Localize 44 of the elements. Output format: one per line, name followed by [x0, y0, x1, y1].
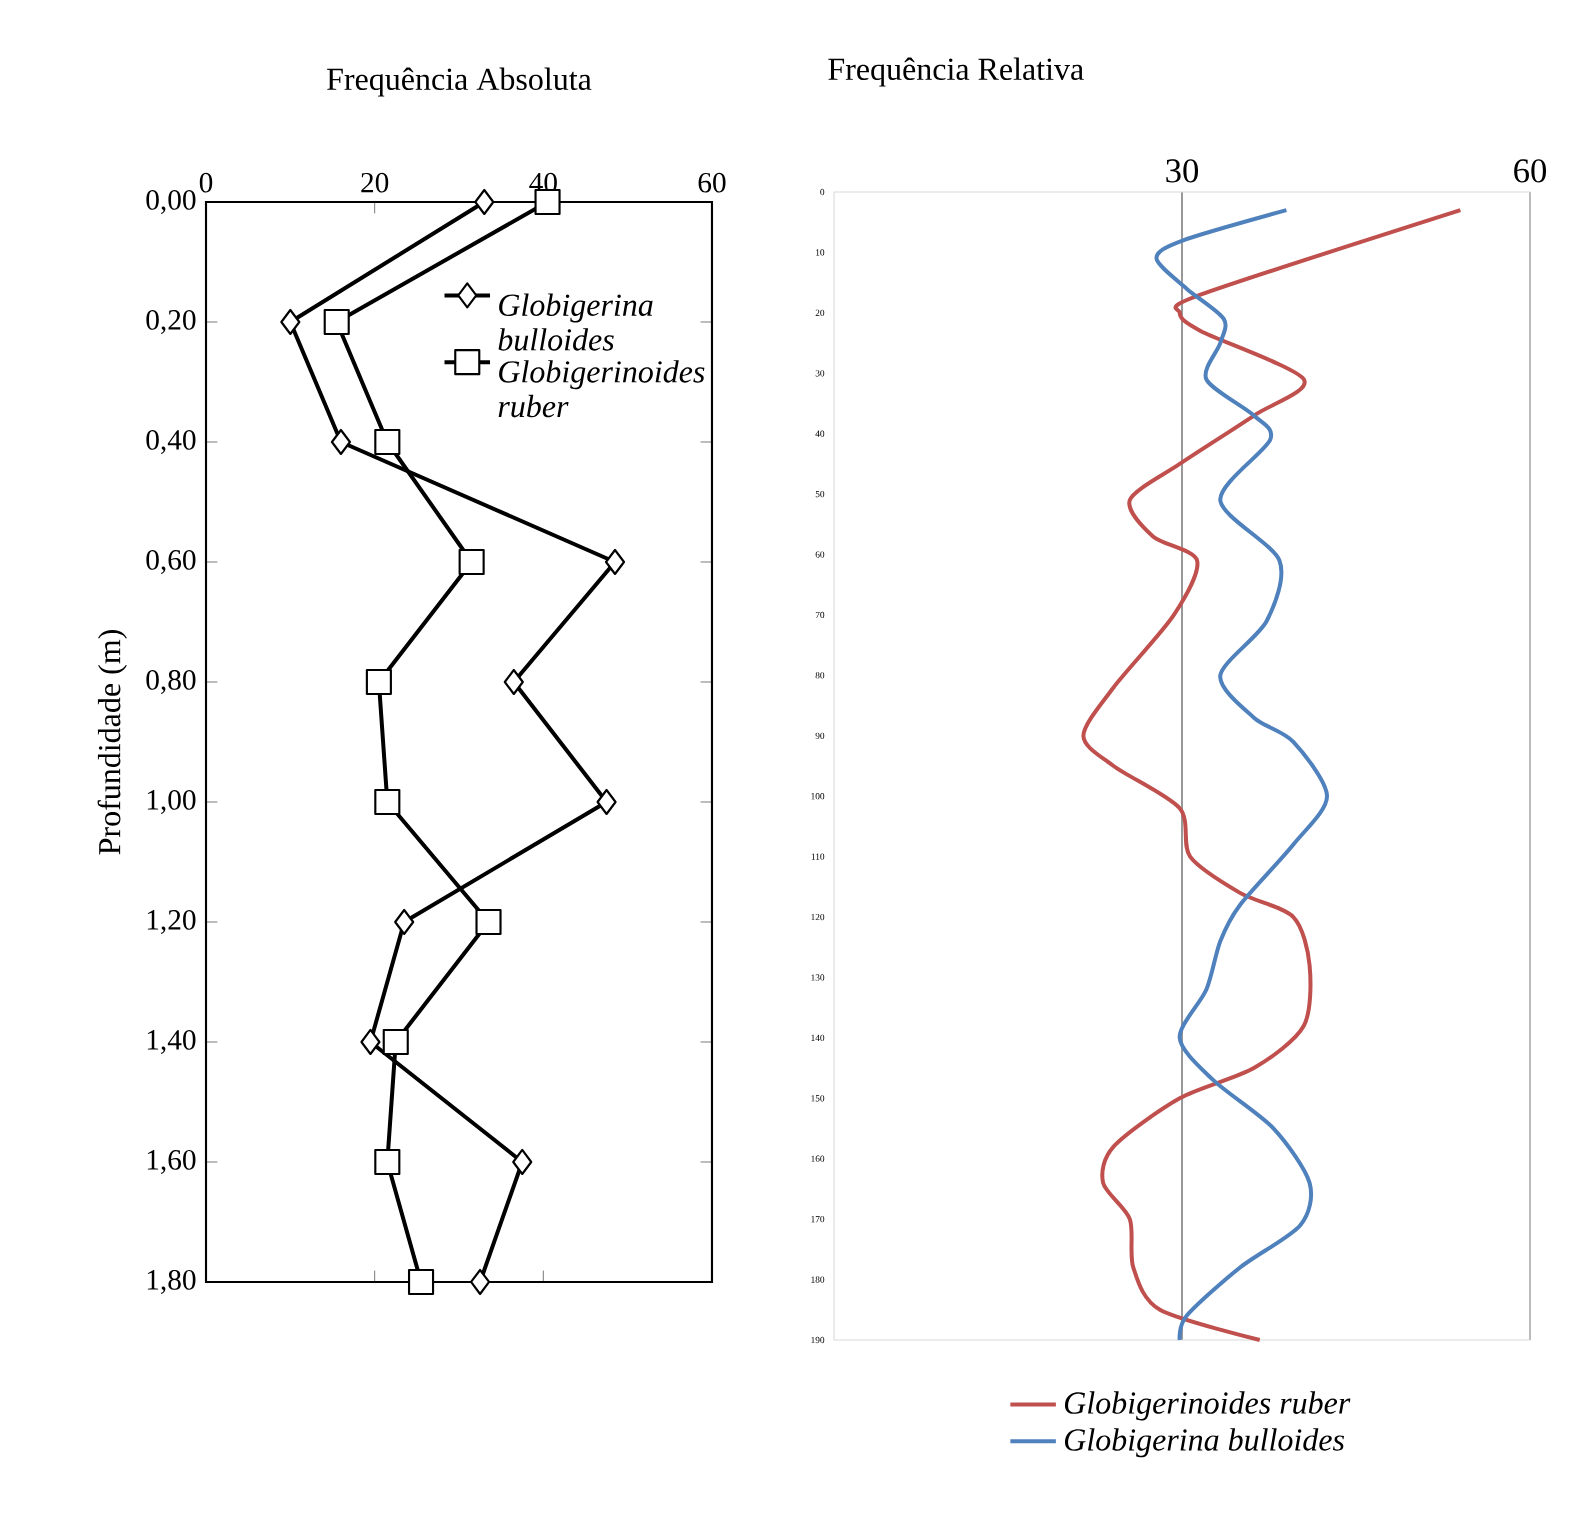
- line-series: [1081, 208, 1463, 1342]
- legend-label: Globigerina bulloides: [1064, 1428, 1345, 1458]
- point: [458, 548, 485, 576]
- point: [534, 188, 561, 216]
- y-tick-label: 1,60: [147, 1150, 196, 1174]
- point: [407, 1268, 435, 1296]
- point: [470, 1268, 491, 1296]
- point: [474, 188, 495, 216]
- y-tick-label: 0,40: [146, 430, 196, 455]
- x-tick-label: 30: [1166, 159, 1199, 183]
- y-tick-label: 1,20: [147, 910, 196, 934]
- x-tick-label: 0: [199, 172, 213, 193]
- point: [374, 788, 401, 816]
- x-tick-label: 60: [698, 172, 726, 193]
- chart-title: Frequência Relativa: [828, 57, 1084, 87]
- y-tick-label: 0,60: [146, 550, 196, 575]
- point: [360, 1028, 381, 1056]
- point: [394, 908, 415, 936]
- point: [374, 428, 401, 456]
- point: [365, 668, 392, 696]
- legend-label: Globigerinoides ruber: [1064, 1391, 1351, 1421]
- y-tick-label: 0,80: [146, 670, 196, 694]
- point: [512, 1148, 533, 1176]
- point: [475, 908, 502, 936]
- y-tick-label: 1,40: [147, 1030, 196, 1054]
- point: [323, 308, 350, 336]
- y-axis-title: Profundidade (m): [97, 630, 127, 855]
- point: [330, 428, 352, 456]
- x-tick-label: 20: [361, 172, 389, 193]
- legend-label: Globigerina bulloides: [498, 293, 653, 351]
- legend-label: Globigerinoides ruber: [498, 360, 705, 418]
- line-series: [1154, 208, 1330, 1342]
- y-tick-label: 0,00: [146, 190, 196, 215]
- chart-title: Frequência Absoluta: [327, 67, 592, 97]
- point: [374, 1148, 401, 1176]
- y-tick-label: 0,20: [146, 310, 196, 335]
- point: [280, 308, 301, 336]
- point: [382, 1028, 409, 1056]
- y-tick-label: 1,80: [147, 1269, 196, 1294]
- point: [596, 788, 617, 816]
- x-tick-label: 60: [1514, 159, 1547, 183]
- point: [604, 548, 626, 576]
- y-tick-label: 1,00: [147, 790, 196, 815]
- point: [503, 668, 524, 696]
